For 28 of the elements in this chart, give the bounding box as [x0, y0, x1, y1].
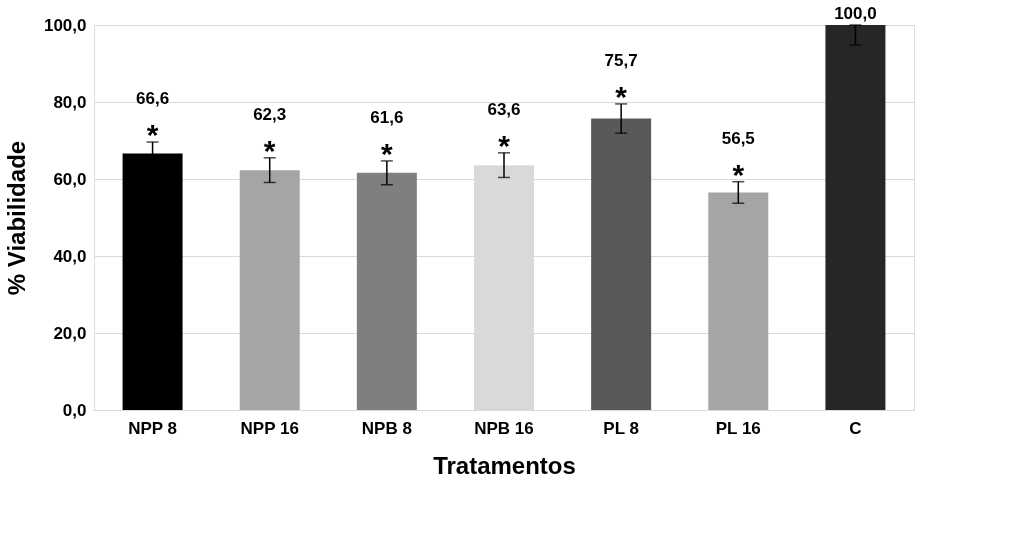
y-tick-label: 20,0	[53, 323, 87, 343]
x-tick-label: PL 8	[603, 418, 639, 438]
y-axis-title: % Viabilidade	[2, 140, 30, 296]
annotation: *	[732, 157, 745, 191]
y-tick-label: 40,0	[53, 246, 87, 266]
data-label: 62,3	[253, 104, 287, 124]
x-axis-title: Tratamentos	[433, 451, 576, 479]
y-tick-label: 0,0	[62, 400, 87, 420]
x-tick-label: NPP 16	[240, 418, 299, 438]
y-tick-label: 60,0	[53, 169, 87, 189]
data-label: 100,0	[834, 4, 877, 23]
y-tick-label: 80,0	[53, 92, 87, 112]
data-label: 66,6	[136, 89, 170, 109]
annotation: *	[381, 136, 394, 170]
x-tick-label: NPP 8	[128, 418, 177, 438]
annotation: *	[263, 133, 276, 167]
x-tick-label: NPB 8	[361, 418, 412, 438]
data-label: 63,6	[487, 99, 521, 119]
x-tick-label: C	[849, 418, 862, 438]
data-label: 56,5	[721, 128, 755, 148]
annotation: *	[146, 118, 159, 152]
data-label: 75,7	[604, 50, 638, 70]
data-label: 61,6	[370, 107, 404, 127]
y-tick-label: 100,0	[43, 15, 87, 35]
x-tick-label: PL 16	[715, 418, 761, 438]
x-tick-label: NPB 16	[474, 418, 534, 438]
annotation: *	[615, 79, 628, 113]
annotation: *	[498, 128, 511, 162]
